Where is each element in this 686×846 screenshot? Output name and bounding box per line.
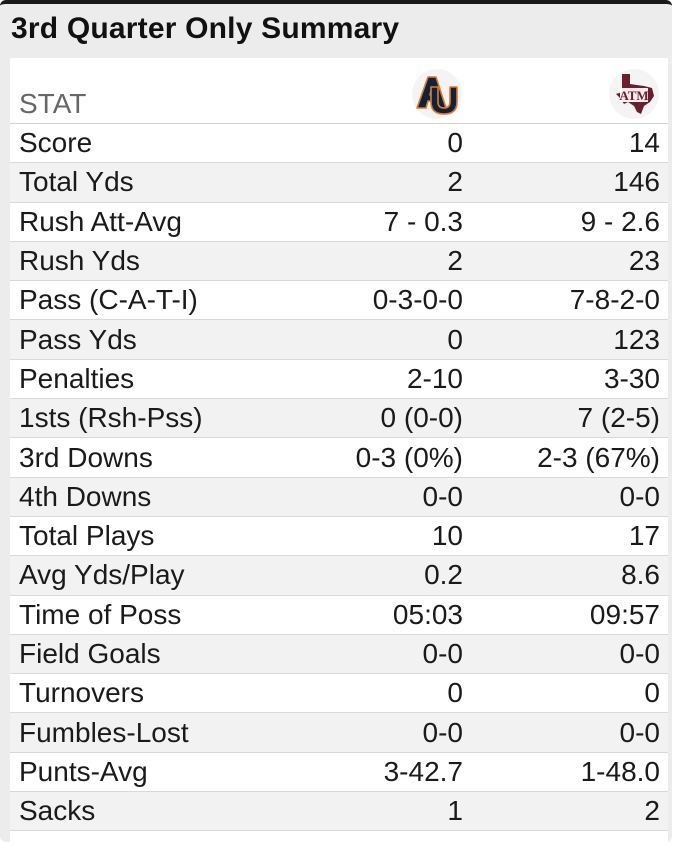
stat-name: Score bbox=[19, 127, 93, 159]
away-value: 0.2 bbox=[424, 559, 463, 591]
stat-name: Punts-Avg bbox=[19, 755, 148, 787]
stat-name: Avg Yds/Play bbox=[19, 559, 185, 591]
home-value: 7 (2-5) bbox=[577, 402, 660, 434]
away-value: 2 bbox=[447, 166, 463, 198]
home-value: 123 bbox=[613, 323, 660, 355]
away-value: 2-10 bbox=[406, 362, 463, 394]
stat-name: Rush Yds bbox=[19, 245, 140, 277]
stat-name: 3rd Downs bbox=[19, 441, 153, 473]
stat-name: 4th Downs bbox=[19, 480, 152, 512]
stat-name: Time of Poss bbox=[19, 598, 182, 630]
home-value: 09:57 bbox=[589, 598, 660, 630]
table-row: Punts-Avg 3-42.7 1-48.0 bbox=[10, 753, 668, 793]
table-row: Total Yds 2 146 bbox=[10, 163, 668, 203]
home-value: 3-30 bbox=[603, 362, 660, 394]
table-row: Time of Poss 05:03 09:57 bbox=[10, 596, 668, 635]
home-value: 0-0 bbox=[619, 716, 660, 748]
away-value: 0-3-0-0 bbox=[372, 284, 463, 316]
home-value: 9 - 2.6 bbox=[580, 205, 660, 237]
stat-name: Total Plays bbox=[19, 520, 155, 552]
stat-name: 1sts (Rsh-Pss) bbox=[19, 402, 203, 434]
home-value: 146 bbox=[613, 166, 660, 198]
stat-name: Turnovers bbox=[19, 677, 145, 709]
table-row: Rush Yds 2 23 bbox=[10, 241, 668, 282]
table-row: 4th Downs 0-0 0-0 bbox=[10, 477, 668, 517]
away-value: 0-3 (0%) bbox=[355, 441, 463, 473]
home-value: 8.6 bbox=[621, 559, 660, 591]
stats-rows: Score 0 14 Total Yds 2 146 Rush Att-Avg 7 - 0.3… bbox=[10, 124, 668, 832]
home-value: 23 bbox=[628, 245, 660, 277]
away-value: 0-0 bbox=[422, 480, 463, 512]
home-value: 1-48.0 bbox=[580, 755, 660, 787]
away-value: 7 - 0.3 bbox=[383, 205, 463, 237]
stat-name: Field Goals bbox=[19, 638, 161, 669]
away-value: 0-0 bbox=[422, 716, 463, 748]
home-value: 17 bbox=[628, 520, 660, 552]
table-row: Turnovers 0 0 bbox=[10, 674, 668, 714]
table-row: Total Plays 10 17 bbox=[10, 517, 668, 557]
table-row: Score 0 14 bbox=[10, 124, 668, 164]
summary-panel: 3rd Quarter Only Summary STAT AU ATM bbox=[0, 0, 672, 844]
away-value: 0-0 bbox=[422, 638, 463, 669]
stat-column-header: STAT bbox=[19, 88, 87, 119]
table-row: Penalties 2-10 3-30 bbox=[10, 360, 668, 400]
texas-am-atm-logo-icon: ATM bbox=[609, 69, 659, 119]
stat-name: Rush Att-Avg bbox=[19, 205, 182, 237]
svg-text:ATM: ATM bbox=[619, 88, 648, 103]
table-header: STAT AU ATM bbox=[10, 58, 668, 124]
panel-title: 3rd Quarter Only Summary bbox=[11, 12, 400, 45]
home-value: 0-0 bbox=[619, 480, 660, 512]
away-value: 3-42.7 bbox=[383, 755, 463, 787]
stat-name: Fumbles-Lost bbox=[19, 716, 189, 748]
table-row: Fumbles-Lost 0-0 0-0 bbox=[10, 713, 668, 753]
home-value: 2 bbox=[644, 795, 660, 827]
stat-name: Penalties bbox=[19, 362, 135, 394]
home-value: 7-8-2-0 bbox=[569, 284, 660, 316]
home-value: 0 bbox=[644, 677, 660, 709]
home-value: 14 bbox=[628, 127, 660, 159]
stat-name: Total Yds bbox=[19, 166, 134, 198]
table-row: Field Goals 0-0 0-0 bbox=[10, 634, 668, 675]
table-row: 3rd Downs 0-3 (0%) 2-3 (67%) bbox=[10, 438, 668, 478]
away-value: 10 bbox=[431, 520, 463, 552]
table-row: Pass (C-A-T-I) 0-3-0-0 7-8-2-0 bbox=[10, 281, 668, 321]
stat-name: Pass (C-A-T-I) bbox=[19, 284, 198, 316]
table-row: 1sts (Rsh-Pss) 0 (0-0) 7 (2-5) bbox=[10, 399, 668, 439]
away-value: 0 bbox=[447, 323, 463, 355]
table-row: Avg Yds/Play 0.2 8.6 bbox=[10, 556, 668, 596]
stat-name: Pass Yds bbox=[19, 323, 137, 355]
away-value: 2 bbox=[447, 245, 463, 277]
home-value: 2-3 (67%) bbox=[537, 441, 660, 473]
auburn-au-logo-icon: AU bbox=[412, 69, 462, 119]
away-value: 05:03 bbox=[392, 598, 463, 630]
table-row: Sacks 1 2 bbox=[10, 792, 668, 832]
table-row: Rush Att-Avg 7 - 0.3 9 - 2.6 bbox=[10, 203, 668, 242]
away-value: 1 bbox=[447, 795, 463, 827]
table-row: Pass Yds 0 123 bbox=[10, 320, 668, 360]
away-value: 0 bbox=[447, 677, 463, 709]
stat-name: Sacks bbox=[19, 795, 96, 827]
away-value: 0 (0-0) bbox=[380, 402, 463, 434]
away-value: 0 bbox=[447, 127, 463, 159]
home-value: 0-0 bbox=[619, 638, 660, 669]
